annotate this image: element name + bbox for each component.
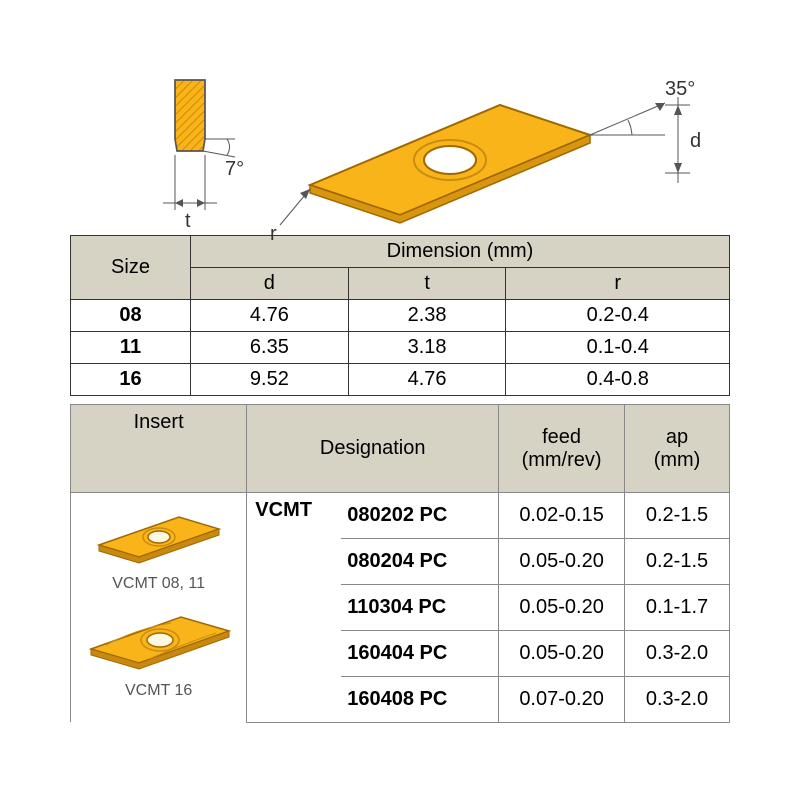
insert-icon-large	[81, 609, 236, 674]
angle-7-label: 7°	[225, 158, 244, 180]
ap-cell: 0.3-2.0	[625, 676, 730, 722]
insert-icon-small	[84, 507, 234, 567]
value-cell: 0.1-0.4	[506, 332, 730, 364]
feed-cell: 0.02-0.15	[499, 493, 625, 539]
dimension-table: Size Dimension (mm) d t r 08 4.76 2.38 0…	[70, 235, 730, 396]
col-d: d	[191, 268, 349, 300]
value-cell: 4.76	[191, 300, 349, 332]
designation-num: 080202 PC	[341, 493, 498, 539]
main-container: 7° t r 35°	[70, 55, 730, 723]
col-r: r	[506, 268, 730, 300]
designation-num: 110304 PC	[341, 584, 498, 630]
r-label: r	[270, 223, 277, 245]
value-cell: 3.18	[348, 332, 506, 364]
t-label: t	[185, 210, 191, 232]
value-cell: 0.4-0.8	[506, 364, 730, 396]
insert-images-cell: VCMT 08, 11 VCMT 16	[71, 493, 247, 723]
table-row: 08 4.76 2.38 0.2-0.4	[71, 300, 730, 332]
side-view-diagram: 7° t	[155, 75, 265, 245]
value-cell: 9.52	[191, 364, 349, 396]
size-cell: 11	[71, 332, 191, 364]
feed-cell: 0.05-0.20	[499, 630, 625, 676]
d-label: d	[690, 130, 701, 152]
insert-header: Insert	[71, 405, 247, 493]
table-row: VCMT 08, 11 VCMT 16 VCMT 080202 PC 0.02-…	[71, 493, 730, 539]
ap-cell: 0.1-1.7	[625, 584, 730, 630]
designation-num: 160404 PC	[341, 630, 498, 676]
table-row: 11 6.35 3.18 0.1-0.4	[71, 332, 730, 364]
size-cell: 08	[71, 300, 191, 332]
top-view-diagram: r 35° d	[270, 65, 720, 245]
size-header: Size	[71, 236, 191, 300]
feed-header: feed (mm/rev)	[499, 405, 625, 493]
value-cell: 2.38	[348, 300, 506, 332]
size-cell: 16	[71, 364, 191, 396]
insert-label-2: VCMT 16	[77, 682, 240, 700]
designation-num: 160408 PC	[341, 676, 498, 722]
feed-cell: 0.07-0.20	[499, 676, 625, 722]
designation-header: Designation	[247, 405, 499, 493]
ap-cell: 0.3-2.0	[625, 630, 730, 676]
ap-cell: 0.2-1.5	[625, 493, 730, 539]
value-cell: 0.2-0.4	[506, 300, 730, 332]
col-t: t	[348, 268, 506, 300]
ap-header: ap (mm)	[625, 405, 730, 493]
designation-num: 080204 PC	[341, 538, 498, 584]
code-cell: VCMT	[247, 493, 341, 723]
insert-label-1: VCMT 08, 11	[77, 575, 240, 593]
diagram-area: 7° t r 35°	[70, 55, 730, 235]
feed-cell: 0.05-0.20	[499, 584, 625, 630]
feed-cell: 0.05-0.20	[499, 538, 625, 584]
angle-35-label: 35°	[665, 78, 695, 100]
value-cell: 4.76	[348, 364, 506, 396]
table-row: 16 9.52 4.76 0.4-0.8	[71, 364, 730, 396]
ap-cell: 0.2-1.5	[625, 538, 730, 584]
designation-table: Insert Designation feed (mm/rev) ap (mm)…	[70, 404, 730, 723]
value-cell: 6.35	[191, 332, 349, 364]
